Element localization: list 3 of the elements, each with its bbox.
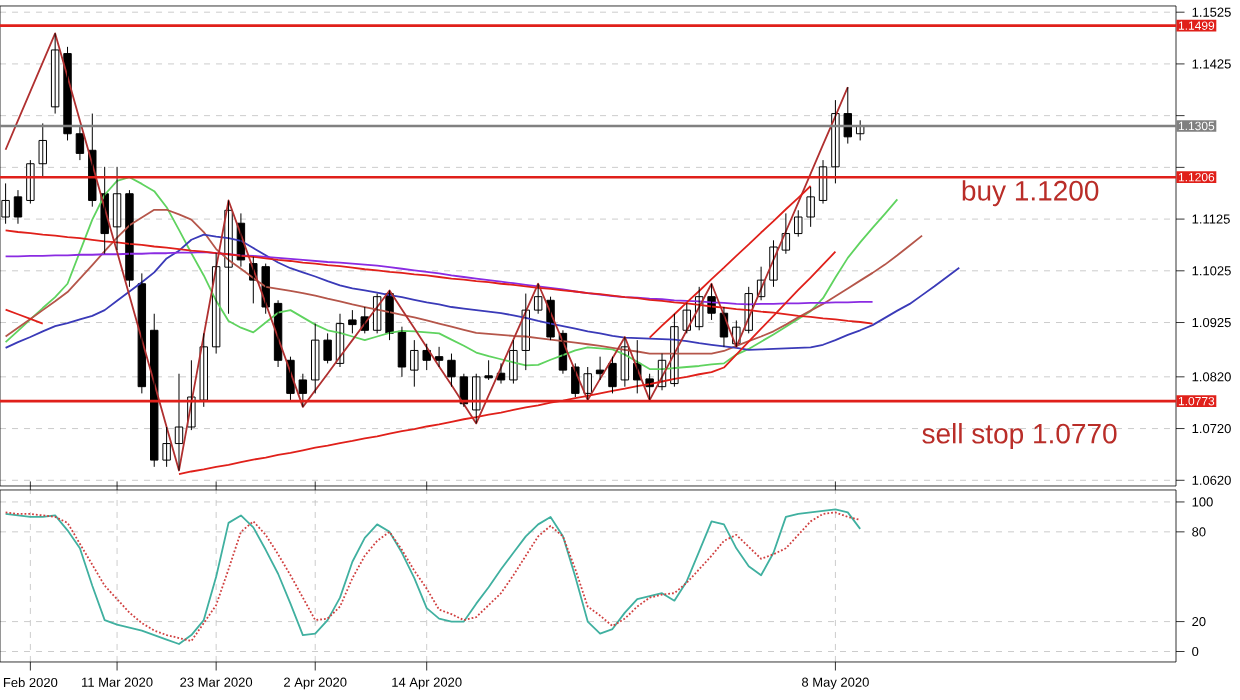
annotation: sell stop 1.0770 [922,423,1117,450]
annotation: buy 1.1200 [962,180,1099,207]
line-series [4,308,44,325]
